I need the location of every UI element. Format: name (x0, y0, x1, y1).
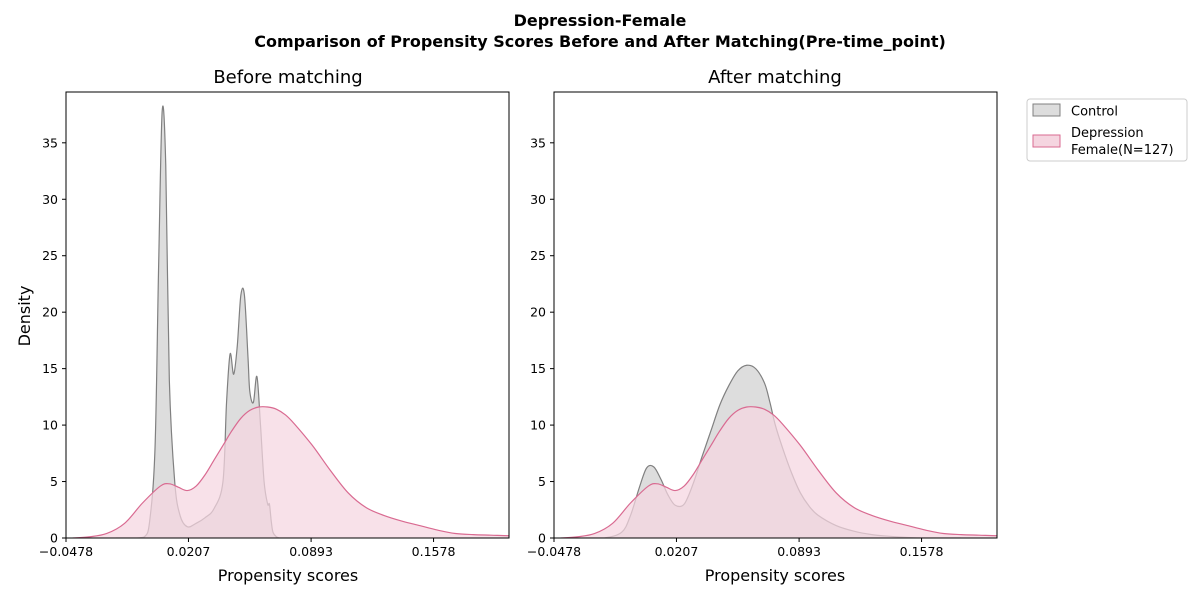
x-tick-label: 0.1578 (412, 544, 456, 559)
density-area-depression-female (560, 406, 997, 538)
density-line-depression-female (560, 406, 997, 538)
y-tick-label: 35 (42, 135, 58, 150)
y-tick-label: 15 (530, 361, 546, 376)
series-group (72, 105, 509, 538)
x-axis-label-after: Propensity scores (705, 566, 845, 585)
x-axis-label-before: Propensity scores (218, 566, 358, 585)
plot-area-after: −0.0478 0.0207 0.0893 0.1578 0 5 10 15 20 25 30 35 (527, 91, 998, 559)
legend-label-depression: Depression (1071, 126, 1144, 141)
y-axis-label-before: Density (15, 286, 34, 347)
y-tick-label: 5 (538, 474, 546, 489)
y-tick-label: 0 (538, 531, 546, 546)
x-tick-label: 0.1578 (900, 544, 944, 559)
legend-label-female-n: Female(N=127) (1071, 143, 1174, 158)
figure-title-line1: Depression-Female (514, 11, 687, 30)
legend-frame (1026, 98, 1188, 162)
legend-swatch-control (1032, 103, 1061, 117)
y-tick-label: 25 (42, 248, 58, 263)
x-tick-label: 0.0893 (777, 544, 821, 559)
series-group (560, 364, 997, 538)
y-tick-label: 5 (50, 474, 58, 489)
y-tick-label: 30 (530, 192, 546, 207)
axes-frame (65, 91, 510, 539)
y-tick-label: 10 (530, 418, 546, 433)
x-tick-label: −0.0478 (39, 544, 93, 559)
legend-label-control: Control (1071, 105, 1118, 120)
y-tick-label: 10 (42, 418, 58, 433)
y-tick-label: 25 (530, 248, 546, 263)
panel-before-matching: Before matching −0.0478 0.0207 0.0893 0.157… (15, 67, 510, 585)
panel-title-before: Before matching (213, 67, 362, 88)
x-tick-label: 0.0893 (289, 544, 333, 559)
legend-swatch-depression-female (1032, 134, 1061, 148)
density-line-depression-female (72, 406, 509, 538)
y-tick-label: 20 (42, 305, 58, 320)
axes-frame (553, 91, 998, 539)
x-tick-label: 0.0207 (655, 544, 699, 559)
x-tick-label: 0.0207 (167, 544, 211, 559)
density-area-control (115, 106, 313, 538)
y-tick-label: 0 (50, 531, 58, 546)
panel-title-after: After matching (708, 67, 842, 88)
legend: Control Depression Female(N=127) (1026, 98, 1188, 162)
y-tick-label: 30 (42, 192, 58, 207)
figure-title-line2: Comparison of Propensity Scores Before a… (254, 32, 946, 51)
x-tick-label: −0.0478 (527, 544, 581, 559)
panel-after-matching: After matching −0.0478 0.0207 0.0893 0.1578… (527, 67, 998, 585)
density-area-depression-female (72, 406, 509, 538)
y-tick-label: 35 (530, 135, 546, 150)
y-tick-label: 20 (530, 305, 546, 320)
y-tick-label: 15 (42, 361, 58, 376)
plot-area-before: −0.0478 0.0207 0.0893 0.1578 0 5 10 15 20 25 30 35 (39, 91, 510, 559)
